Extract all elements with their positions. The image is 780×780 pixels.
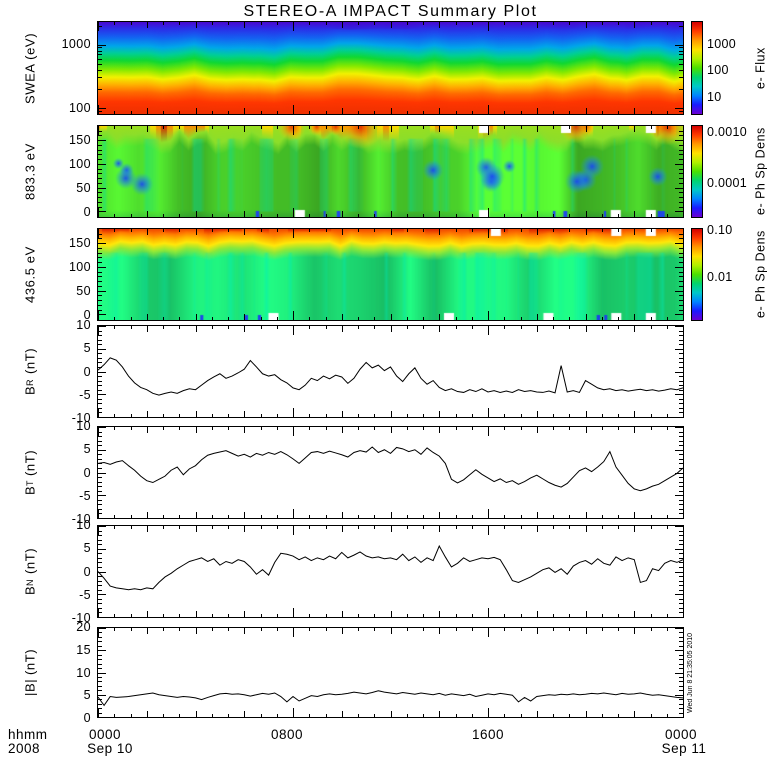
colorbar-tick-labels: 1000 100 10 <box>707 21 753 115</box>
y-tick-label: 0 <box>83 364 91 379</box>
creation-timestamp: Wed Jun 8 21:35:05 2010 <box>687 632 694 713</box>
axes-btot <box>98 628 683 717</box>
y-tick-label: 5 <box>83 541 91 556</box>
axes-swea <box>98 22 683 114</box>
data-line-bt <box>98 446 683 492</box>
x-axis-year-label: 2008 <box>8 741 41 756</box>
y-tick-labels: 10 5 0 -5 -10 <box>38 518 93 625</box>
colorbar-title-phspdens-436: e- Ph Sp Dens <box>753 230 768 319</box>
plot-area-883 <box>97 125 684 218</box>
y-tick-label: 10 <box>76 518 91 532</box>
plot-area-bn <box>97 525 684 618</box>
y-tick-label: 100 <box>68 259 91 274</box>
x-tick-0800: 0800 <box>270 727 304 742</box>
heatmap-ste883 <box>98 126 683 217</box>
colorbar-swea <box>691 21 703 115</box>
panel-swea-spectrogram: SWEA (eV) 1000 100 1000 100 10 e- Flux <box>0 21 780 115</box>
colorbar-title-eflux: e- Flux <box>753 47 768 89</box>
colorbar-tick-label: 100 <box>707 62 729 77</box>
y-tick-labels: 150 100 50 0 <box>38 125 93 220</box>
colorbar-tick-label: 0.01 <box>707 270 733 285</box>
colorbar-tick-label: 0.10 <box>707 222 733 237</box>
plot-area-bt <box>97 426 684 519</box>
axes-bt <box>98 427 683 518</box>
colorbar-tick-label: 1000 <box>707 36 737 51</box>
panel-btot-line: |B| (nT) 20 15 10 5 0 Wed Jun 8 21:35:05 201… <box>0 620 780 725</box>
x-date-sep10: Sep 10 <box>87 741 133 756</box>
axes-ste436 <box>98 229 683 320</box>
y-tick-label: 0 <box>83 308 91 323</box>
x-date-sep11: Sep 11 <box>661 741 707 756</box>
panel-ste436-spectrogram: 436.5 eV 150 100 50 0 0.10 0.01 e- Ph Sp Den… <box>0 223 780 323</box>
x-axis-format-label: hhmm <box>8 727 48 742</box>
y-tick-label: 10 <box>76 318 91 332</box>
label-sub: N <box>25 578 35 586</box>
label-sub: T <box>25 480 35 487</box>
x-tick-1600: 1600 <box>471 727 505 742</box>
y-tick-label: -5 <box>79 387 91 402</box>
colorbar-883 <box>691 125 703 218</box>
y-tick-labels: 10 5 0 -5 -10 <box>38 318 93 425</box>
y-tick-label: 10 <box>76 419 91 433</box>
y-tick-label: 5 <box>83 341 91 356</box>
y-tick-label: 10 <box>76 665 91 680</box>
y-tick-labels: 10 5 0 -5 -10 <box>38 419 93 526</box>
axes-br <box>98 326 683 417</box>
y-tick-label: 150 <box>68 132 91 147</box>
y-tick-label: -10 <box>71 611 91 625</box>
panel-ste883-spectrogram: 883.3 eV 150 100 50 0 0.0010 0.0001 e- Ph Sp… <box>0 125 780 220</box>
plot-area-btot <box>97 627 684 718</box>
y-tick-label: 1000 <box>61 37 91 52</box>
colorbar-tick-labels: 0.0010 0.0001 <box>707 125 753 218</box>
y-tick-labels: 150 100 50 0 <box>38 228 93 323</box>
y-tick-label: 0 <box>83 564 91 579</box>
plot-area-swea <box>97 21 684 115</box>
colorbar-tick-label: 10 <box>707 90 722 105</box>
colorbar-tick-label: 0.0001 <box>707 175 748 190</box>
y-tick-label: 0 <box>83 205 91 220</box>
plot-title: STEREO-A IMPACT Summary Plot <box>243 3 538 20</box>
y-tick-label: -10 <box>71 411 91 425</box>
data-line-br <box>98 357 683 396</box>
y-tick-label: 50 <box>76 283 91 298</box>
axes-bn <box>98 526 683 617</box>
y-tick-label: -5 <box>79 587 91 602</box>
colorbar-tick-label: 0.0010 <box>707 124 748 139</box>
axes-ste883 <box>98 126 683 217</box>
colorbar-436 <box>691 228 703 321</box>
plot-area-436 <box>97 228 684 321</box>
data-line-btot <box>98 690 683 707</box>
y-tick-labels: 1000 100 <box>38 21 93 115</box>
x-tick-0000-start: 0000 <box>88 727 122 742</box>
y-tick-label: 5 <box>83 688 91 703</box>
y-tick-label: -5 <box>79 488 91 503</box>
y-tick-label: 15 <box>76 642 91 657</box>
y-tick-labels: 20 15 10 5 0 <box>38 620 93 725</box>
colorbar-tick-labels: 0.10 0.01 <box>707 223 753 321</box>
y-tick-label: 50 <box>76 180 91 195</box>
plot-area-br <box>97 325 684 418</box>
y-tick-label: 20 <box>76 620 91 634</box>
y-tick-label: -10 <box>71 512 91 526</box>
y-tick-label: 100 <box>68 156 91 171</box>
y-tick-label: 150 <box>68 235 91 250</box>
y-tick-label: 5 <box>83 442 91 457</box>
y-tick-label: 0 <box>83 711 91 725</box>
heatmap-swea <box>98 22 683 114</box>
y-tick-label: 100 <box>68 101 91 116</box>
heatmap-ste436 <box>98 229 683 320</box>
data-line-bn <box>98 544 683 591</box>
x-tick-0000-end: 0000 <box>664 727 698 742</box>
label-sub: R <box>25 378 35 386</box>
y-tick-label: 0 <box>83 465 91 480</box>
colorbar-title-phspdens-883: e- Ph Sp Dens <box>753 127 768 216</box>
